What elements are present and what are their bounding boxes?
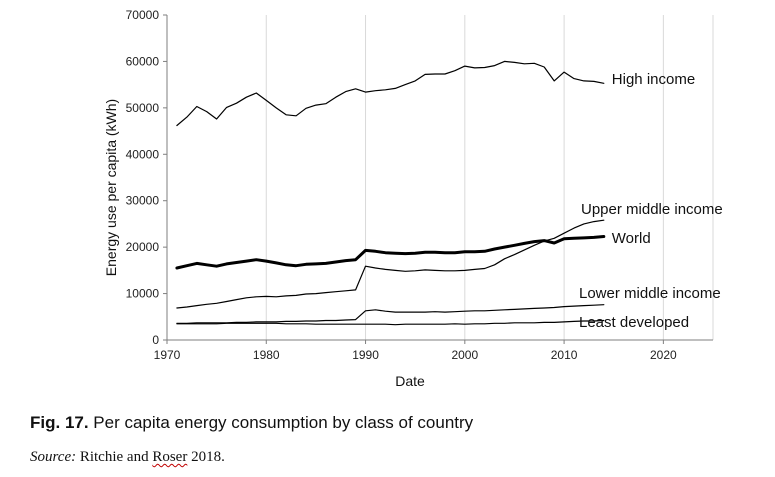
x-axis-title: Date	[395, 373, 425, 389]
y-tick-label: 70000	[126, 8, 160, 22]
figure-caption: Fig. 17. Per capita energy consumption b…	[30, 413, 473, 433]
figure-number: Fig. 17.	[30, 413, 89, 432]
series-label-high-income: High income	[612, 71, 695, 88]
series-label-lower-middle-income: Lower middle income	[579, 285, 721, 302]
x-tick-label: 1970	[154, 348, 181, 362]
series-label-world: World	[612, 230, 651, 247]
series-line-high-income	[176, 60, 605, 127]
x-tick-label: 2020	[650, 348, 677, 362]
chart-series	[175, 60, 606, 326]
y-axis-title: Energy use per capita (kWh)	[103, 99, 119, 276]
y-tick-label: 20000	[126, 240, 160, 254]
series-line-lower-middle-income	[176, 304, 605, 324]
chart-gridlines	[265, 15, 714, 340]
series-line-upper-middle-income	[176, 219, 605, 309]
source-text-marked: Roser	[152, 449, 188, 465]
y-tick-label: 0	[152, 333, 159, 347]
y-tick-label: 30000	[126, 194, 160, 208]
figure-caption-text: Per capita energy consumption by class o…	[88, 413, 474, 432]
x-tick-label: 1980	[253, 348, 280, 362]
source-text-after: 2018.	[187, 449, 225, 465]
series-label-upper-middle-income: Upper middle income	[581, 201, 723, 218]
source-text-before: Ritchie and	[76, 449, 153, 465]
y-tick-label: 40000	[126, 147, 160, 161]
y-tick-label: 60000	[126, 54, 160, 68]
y-tick-label: 10000	[126, 287, 160, 301]
series-line-world	[175, 235, 606, 270]
x-tick-label: 2000	[451, 348, 478, 362]
x-tick-label: 2010	[551, 348, 578, 362]
x-tick-label: 1990	[352, 348, 379, 362]
series-line-least-developed	[176, 319, 605, 326]
chart-axes: 0 10000 20000 30000 40000 50000 60000 70000 1970…	[126, 8, 713, 362]
series-labels: High income Upper middle income World Lower…	[579, 71, 723, 331]
series-label-least-developed: Least developed	[579, 314, 689, 331]
y-tick-label: 50000	[126, 101, 160, 115]
source-label: Source:	[30, 449, 77, 465]
figure-source: Source: Ritchie and Roser 2018.	[30, 449, 225, 466]
energy-chart: 0 10000 20000 30000 40000 50000 60000 70000 1970…	[103, 8, 723, 389]
